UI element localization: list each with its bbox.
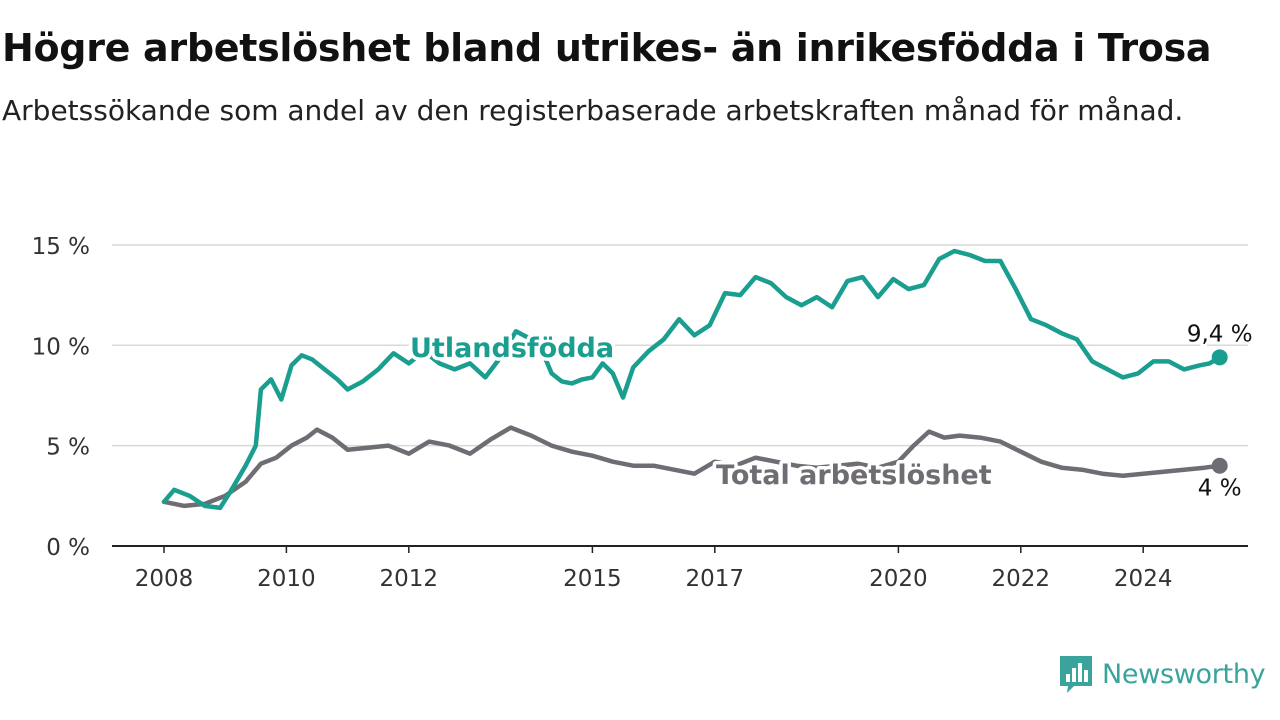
x-tick-label: 2022	[992, 566, 1051, 592]
newsworthy-logo-icon	[1060, 656, 1092, 693]
x-tick-label: 2024	[1114, 566, 1173, 592]
y-tick-label: 10 %	[32, 334, 90, 360]
brand-name: Newsworthy	[1102, 658, 1266, 690]
y-tick-label: 15 %	[32, 234, 90, 260]
end-label-total: 4 %	[1198, 476, 1242, 502]
series-line-utlandsfodda	[161, 248, 1222, 511]
series-line-total	[161, 425, 1222, 509]
series-label-total: Total arbetslöshet	[716, 460, 992, 491]
end-label-utlandsfodda: 9,4 %	[1187, 321, 1253, 347]
y-tick-label: 0 %	[46, 535, 90, 561]
x-tick-label: 2020	[869, 566, 928, 592]
x-tick-label: 2015	[563, 566, 622, 592]
end-point-utlandsfodda	[1211, 349, 1228, 366]
x-tick-label: 2010	[257, 566, 316, 592]
x-tick-label: 2017	[686, 566, 745, 592]
chart-subtitle: Arbetssökande som andel av den registerb…	[2, 94, 1184, 127]
newsworthy-brand[interactable]: Newsworthy	[1058, 654, 1266, 694]
chart-title: Högre arbetslöshet bland utrikes- än inr…	[2, 26, 1212, 70]
end-point-total	[1211, 457, 1228, 474]
x-tick-label: 2008	[135, 566, 194, 592]
series-label-utlandsfodda: Utlandsfödda	[410, 333, 614, 364]
y-tick-label: 5 %	[46, 435, 90, 461]
x-tick-label: 2012	[380, 566, 439, 592]
